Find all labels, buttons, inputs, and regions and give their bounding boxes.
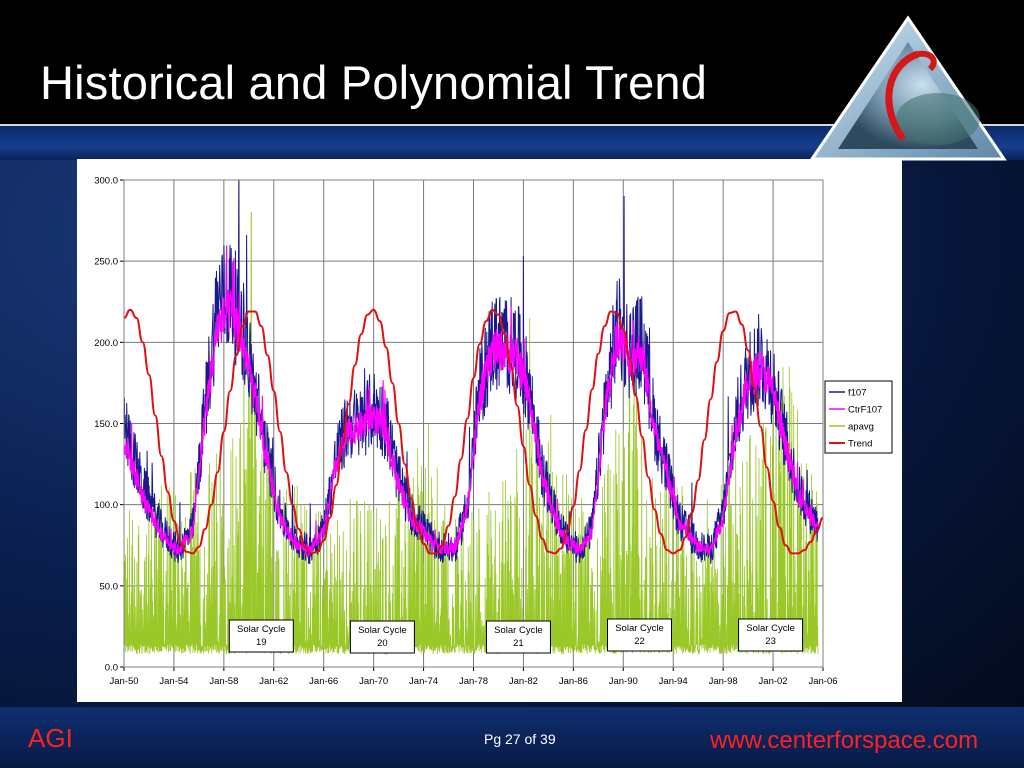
- solar-cycle-annotation-label: 21: [513, 638, 524, 649]
- legend-label: Trend: [848, 439, 872, 450]
- legend-label: CtrF107: [848, 405, 882, 416]
- x-tick-label: Jan-62: [259, 676, 288, 687]
- slide-title: Historical and Polynomial Trend: [40, 56, 708, 109]
- solar-cycle-annotation-label: Solar Cycle: [358, 625, 407, 636]
- x-tick-label: Jan-74: [409, 676, 438, 687]
- solar-cycle-annotation-box: [228, 619, 294, 653]
- y-tick-label: 50.0: [100, 581, 119, 592]
- solar-cycle-annotation-box: [349, 620, 415, 654]
- footer-band: [0, 707, 1024, 768]
- plot-border: [123, 179, 824, 668]
- solar-cycle-annotation-label: Solar Cycle: [494, 625, 543, 636]
- solar-cycle-annotation-label: 23: [765, 636, 776, 647]
- y-tick-label: 100.0: [94, 500, 118, 511]
- x-tick-label: Jan-54: [159, 676, 188, 687]
- legend-box: [824, 380, 893, 454]
- x-tick-label: Jan-06: [808, 676, 837, 687]
- x-tick-label: Jan-98: [709, 676, 738, 687]
- solar-cycle-annotation-label: Solar Cycle: [237, 624, 286, 635]
- x-tick-label: Jan-86: [559, 676, 588, 687]
- x-tick-label: Jan-50: [109, 676, 138, 687]
- solar-cycle-annotation-label: 22: [634, 636, 645, 647]
- y-tick-label: 150.0: [94, 419, 118, 430]
- legend-label: apavg: [848, 422, 874, 433]
- solar-cycle-annotation-box: [485, 620, 551, 654]
- series-line-trend: [124, 308, 823, 555]
- series-line-apavg: [124, 212, 819, 656]
- y-tick-label: 0.0: [105, 663, 118, 674]
- plot-series-group: [124, 180, 823, 656]
- x-tick-label: Jan-94: [659, 676, 688, 687]
- solar-cycle-annotation-label: Solar Cycle: [746, 623, 795, 634]
- chart-svg: 0.0 50.0 100.0 150.0 200.0 250.0 300.0 Jan-50 Ja…: [94, 176, 893, 687]
- footer-company: AGI: [28, 723, 73, 753]
- x-tick-label: Jan-66: [309, 676, 338, 687]
- agi-logo-icon: [809, 15, 1007, 161]
- x-tick-label: Jan-02: [759, 676, 788, 687]
- solar-cycle-annotation-box: [738, 618, 804, 652]
- y-tick-label: 200.0: [94, 338, 118, 349]
- solar-cycle-annotation-label: 20: [377, 638, 388, 649]
- footer-url[interactable]: www.centerforspace.com: [710, 727, 979, 754]
- x-tick-label: Jan-70: [359, 676, 388, 687]
- title-divider: [0, 124, 1024, 127]
- solar-cycle-annotation-label: Solar Cycle: [615, 623, 664, 634]
- solar-cycle-annotation-box: [607, 618, 673, 652]
- y-tick-label: 300.0: [94, 176, 118, 187]
- x-tick-label: Jan-82: [509, 676, 538, 687]
- page-number: Pg 27 of 39: [484, 731, 556, 747]
- x-tick-label: Jan-78: [459, 676, 488, 687]
- y-tick-label: 250.0: [94, 257, 118, 268]
- x-tick-label: Jan-58: [209, 676, 238, 687]
- x-tick-label: Jan-90: [609, 676, 638, 687]
- legend-label: f107: [848, 388, 867, 399]
- solar-cycle-annotation-label: 19: [256, 637, 267, 648]
- chart-panel: 0.0 50.0 100.0 150.0 200.0 250.0 300.0 Jan-50 Ja…: [77, 159, 902, 702]
